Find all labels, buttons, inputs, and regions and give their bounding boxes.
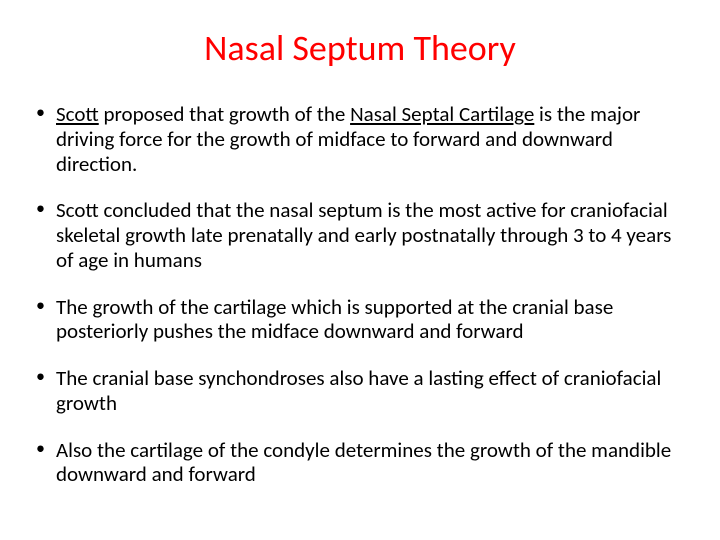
bullet-text-segment: Scott: [56, 101, 99, 127]
slide-title: Nasal Septum Theory: [30, 26, 690, 70]
bullet-text-segment: proposed that growth of the: [99, 101, 350, 127]
slide: Nasal Septum Theory Scott proposed that …: [0, 0, 720, 540]
bullet-item: The cranial base synchondroses also have…: [30, 366, 690, 416]
bullet-item: Scott proposed that growth of the Nasal …: [30, 102, 690, 176]
bullet-text-segment: The growth of the cartilage which is sup…: [56, 294, 613, 345]
bullet-text-segment: Scott concluded that the nasal septum is…: [56, 197, 671, 273]
bullet-item: The growth of the cartilage which is sup…: [30, 295, 690, 345]
bullet-item: Also the cartilage of the condyle determ…: [30, 438, 690, 488]
bullet-list: Scott proposed that growth of the Nasal …: [30, 102, 690, 487]
bullet-text-segment: Also the cartilage of the condyle determ…: [56, 437, 671, 488]
bullet-text-segment: Nasal Septal Cartilage: [350, 101, 534, 127]
bullet-item: Scott concluded that the nasal septum is…: [30, 198, 690, 272]
bullet-text-segment: The cranial base synchondroses also have…: [56, 365, 661, 416]
